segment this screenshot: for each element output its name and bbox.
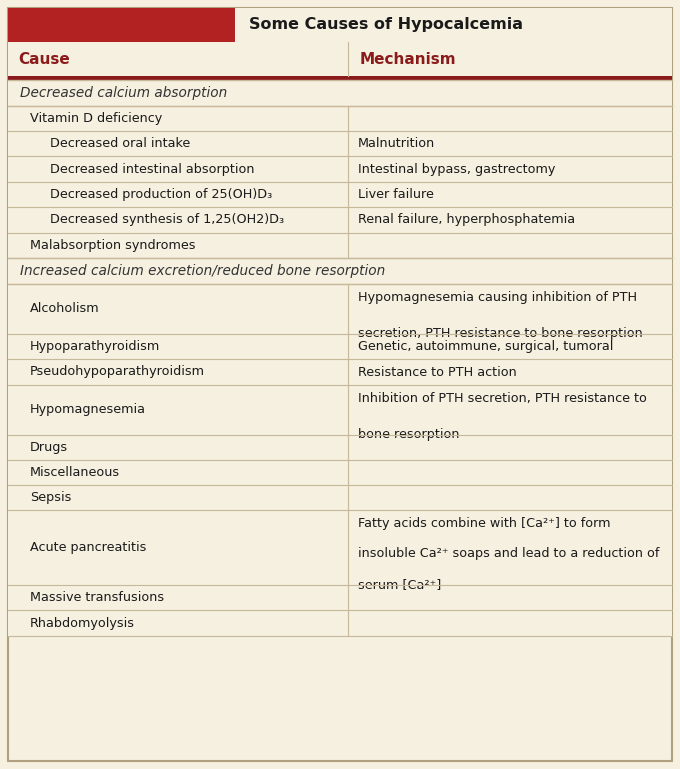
Text: Renal failure, hyperphosphatemia: Renal failure, hyperphosphatemia <box>358 214 575 227</box>
Text: Increased calcium excretion/reduced bone resorption: Increased calcium excretion/reduced bone… <box>20 264 386 278</box>
Text: Decreased synthesis of 1,25(OH2)D₃: Decreased synthesis of 1,25(OH2)D₃ <box>50 214 284 227</box>
Bar <box>8 131 672 156</box>
Bar <box>8 460 672 485</box>
Bar <box>8 156 672 182</box>
Bar <box>8 182 672 207</box>
Text: Hypoparathyroidism: Hypoparathyroidism <box>30 340 160 353</box>
Text: Mechanism: Mechanism <box>360 52 457 66</box>
Text: Hypomagnesemia causing inhibition of PTH: Hypomagnesemia causing inhibition of PTH <box>358 291 637 304</box>
Bar <box>8 42 672 76</box>
Text: Some Causes of Hypocalcemia: Some Causes of Hypocalcemia <box>249 18 523 32</box>
Text: Genetic, autoimmune, surgical, tumoral: Genetic, autoimmune, surgical, tumoral <box>358 340 613 353</box>
Text: Miscellaneous: Miscellaneous <box>30 466 120 479</box>
Text: Vitamin D deficiency: Vitamin D deficiency <box>30 112 163 125</box>
Text: Decreased oral intake: Decreased oral intake <box>50 137 190 150</box>
Bar <box>8 510 672 585</box>
Bar <box>8 385 672 435</box>
Text: Cause: Cause <box>18 52 70 66</box>
Bar <box>8 610 672 636</box>
Text: Intestinal bypass, gastrectomy: Intestinal bypass, gastrectomy <box>358 162 556 175</box>
Text: Drugs: Drugs <box>30 441 68 454</box>
Text: Hypomagnesemia: Hypomagnesemia <box>30 404 146 417</box>
Text: Acute pancreatitis: Acute pancreatitis <box>30 541 146 554</box>
Text: Decreased calcium absorption: Decreased calcium absorption <box>20 86 227 100</box>
Bar <box>8 485 672 510</box>
Text: Fatty acids combine with [Ca²⁺] to form: Fatty acids combine with [Ca²⁺] to form <box>358 517 611 530</box>
Text: insoluble Ca²⁺ soaps and lead to a reduction of: insoluble Ca²⁺ soaps and lead to a reduc… <box>358 548 660 561</box>
Bar <box>8 76 672 80</box>
Bar <box>8 207 672 233</box>
Text: Liver failure: Liver failure <box>358 188 434 201</box>
Bar <box>8 80 672 106</box>
Bar <box>8 585 672 610</box>
Text: bone resorption: bone resorption <box>358 428 460 441</box>
Text: serum [Ca²⁺]: serum [Ca²⁺] <box>358 578 441 591</box>
Text: Alcoholism: Alcoholism <box>30 302 100 315</box>
Text: Decreased production of 25(OH)D₃: Decreased production of 25(OH)D₃ <box>50 188 272 201</box>
Text: Massive transfusions: Massive transfusions <box>30 591 164 604</box>
Text: Decreased intestinal absorption: Decreased intestinal absorption <box>50 162 254 175</box>
Bar <box>8 258 672 284</box>
Text: Inhibition of PTH secretion, PTH resistance to: Inhibition of PTH secretion, PTH resista… <box>358 392 647 405</box>
Bar <box>8 334 672 359</box>
Bar <box>8 106 672 131</box>
Bar <box>8 284 672 334</box>
Bar <box>8 435 672 460</box>
Bar <box>8 359 672 385</box>
Bar <box>8 8 672 42</box>
Text: Resistance to PTH action: Resistance to PTH action <box>358 365 517 378</box>
Bar <box>8 8 235 42</box>
Text: Pseudohypoparathyroidism: Pseudohypoparathyroidism <box>30 365 205 378</box>
Bar <box>8 233 672 258</box>
Text: Malabsorption syndromes: Malabsorption syndromes <box>30 239 196 252</box>
Text: secreti​on, PTH resistance to bone resorption: secreti​on, PTH resistance to bone resor… <box>358 327 643 340</box>
Text: Rhabdomyolysis: Rhabdomyolysis <box>30 617 135 630</box>
Text: Sepsis: Sepsis <box>30 491 71 504</box>
Text: Malnutrition: Malnutrition <box>358 137 435 150</box>
